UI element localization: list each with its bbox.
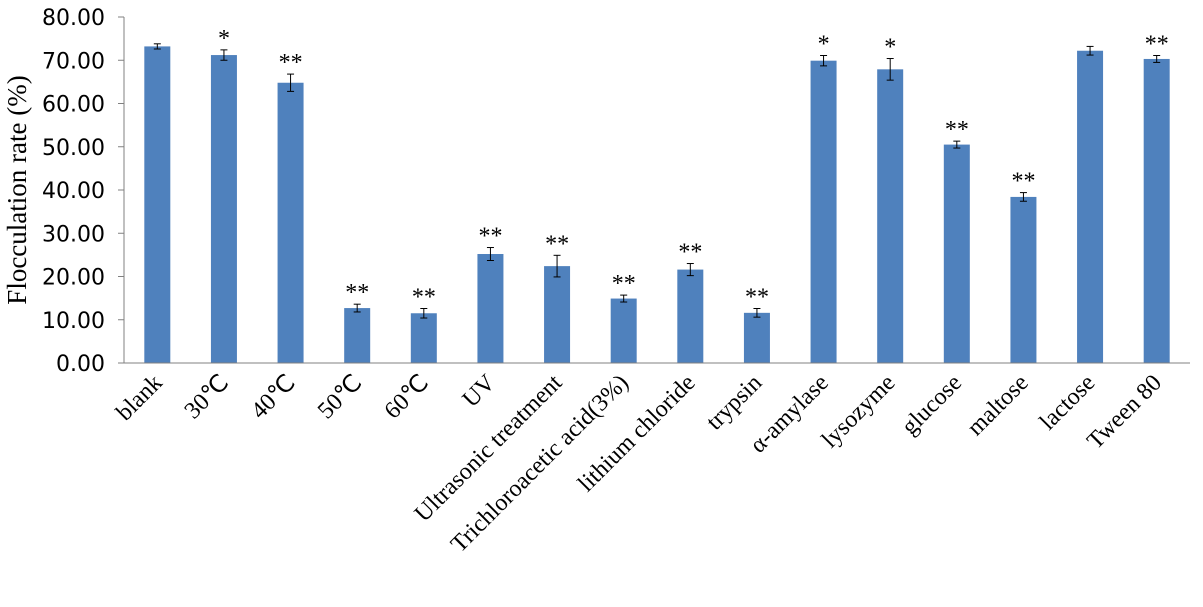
significance-mark: ** bbox=[345, 280, 369, 306]
bar bbox=[144, 46, 171, 363]
significance-mark: * bbox=[884, 35, 896, 61]
bar bbox=[677, 269, 704, 363]
bar bbox=[1143, 58, 1170, 363]
significance-mark: ** bbox=[612, 271, 636, 297]
bar bbox=[277, 82, 304, 364]
x-category-label: blank bbox=[111, 370, 167, 426]
error-bars-group bbox=[153, 43, 1161, 319]
y-tick-label: 40.00 bbox=[42, 179, 105, 204]
bar bbox=[410, 313, 437, 363]
significance-mark: ** bbox=[1011, 169, 1035, 195]
bars-group bbox=[144, 46, 1170, 364]
significance-labels: ***** **** ********* ******* bbox=[218, 26, 1169, 311]
bar bbox=[610, 298, 637, 363]
significance-mark: ** bbox=[1145, 31, 1169, 57]
x-category-label: Tween 80 bbox=[1082, 370, 1167, 455]
bar bbox=[344, 308, 371, 363]
x-category-label: lactose bbox=[1035, 370, 1101, 436]
bar bbox=[210, 55, 237, 364]
bar bbox=[943, 144, 970, 363]
y-tick-label: 80.00 bbox=[42, 6, 105, 31]
significance-mark: ** bbox=[545, 231, 569, 257]
x-category-label: 60℃ bbox=[380, 370, 434, 424]
bar bbox=[544, 266, 571, 363]
y-tick-label: 10.00 bbox=[42, 309, 105, 334]
bar bbox=[743, 312, 770, 363]
x-category-label: glucose bbox=[897, 370, 967, 440]
y-tick-label: 50.00 bbox=[42, 136, 105, 161]
y-tick-label: 60.00 bbox=[42, 93, 105, 118]
significance-mark: * bbox=[218, 26, 230, 52]
y-tick-label: 0.00 bbox=[56, 352, 105, 377]
significance-mark: * bbox=[818, 31, 830, 57]
y-tick-label: 70.00 bbox=[42, 49, 105, 74]
bar bbox=[877, 69, 904, 364]
y-tick-label: 30.00 bbox=[42, 222, 105, 247]
significance-mark: ** bbox=[478, 224, 502, 250]
significance-mark: ** bbox=[412, 285, 436, 311]
x-category-label: trypsin bbox=[702, 370, 768, 436]
y-axis-ticks: 0.00 10.00 20.00 30.00 40.00 50.00 60.00 70.00 8… bbox=[42, 6, 124, 377]
significance-mark: ** bbox=[279, 50, 303, 76]
x-category-label: maltose bbox=[963, 370, 1034, 441]
x-category-label: lysozyme bbox=[817, 370, 900, 453]
x-category-label: 50℃ bbox=[313, 370, 367, 424]
y-axis-title: Flocculation rate (%) bbox=[2, 75, 32, 304]
x-category-label: UV bbox=[458, 369, 501, 412]
significance-mark: ** bbox=[678, 240, 702, 266]
x-category-label: 30℃ bbox=[180, 370, 234, 424]
significance-mark: ** bbox=[945, 117, 969, 143]
x-category-label: lithium chloride bbox=[573, 370, 700, 497]
bar bbox=[810, 60, 837, 364]
x-category-label: 40℃ bbox=[246, 370, 300, 424]
significance-mark: ** bbox=[745, 285, 769, 311]
axes-group bbox=[123, 17, 1190, 364]
y-tick-label: 20.00 bbox=[42, 266, 105, 291]
bar bbox=[1077, 50, 1104, 364]
bar bbox=[1010, 196, 1037, 363]
bar bbox=[477, 254, 504, 363]
